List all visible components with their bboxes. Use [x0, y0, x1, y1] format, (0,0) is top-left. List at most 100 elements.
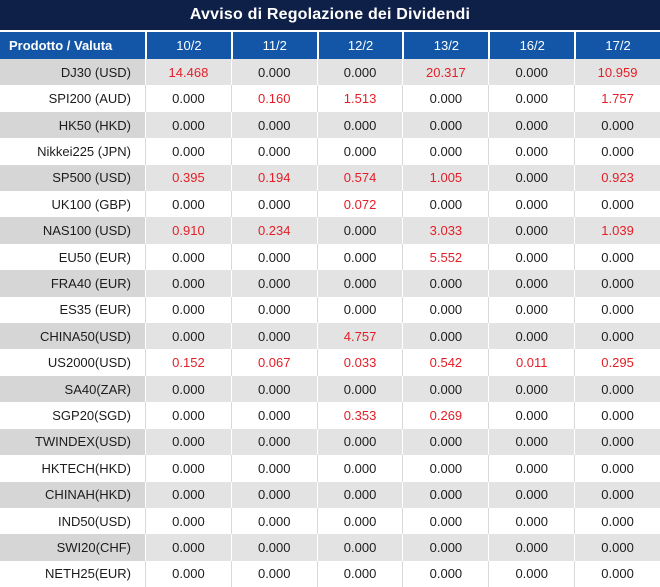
dividend-value-cell: 0.000 — [230, 243, 317, 271]
dividend-value-cell: 0.000 — [230, 111, 317, 139]
product-cell: HK50 (HKD) — [0, 111, 145, 139]
product-cell: SGP20(SGD) — [52, 407, 131, 423]
table-row: UK100 (GBP) 0.000 0.000 0.072 0.000 0.000 0.00… — [0, 191, 660, 218]
dividend-value-cell: 0.000 — [488, 534, 574, 561]
dividend-value-cell: 0.011 — [488, 349, 574, 376]
dividend-value-cell: 0.000 — [316, 59, 403, 86]
table-row: Nikkei225 (JPN) 0.000 0.000 0.000 0.000 0.000… — [0, 138, 660, 165]
dividend-value-cell: 0.000 — [316, 455, 403, 482]
dividend-value-cell: 0.000 — [316, 138, 403, 165]
dividend-value-cell: 0.000 — [230, 270, 317, 297]
product-cell: NAS100 (USD) — [0, 217, 145, 244]
dividend-value-cell: 0.000 — [402, 534, 488, 561]
dividend-value-cell: 0.000 — [145, 481, 231, 508]
product-cell: CHINAH(HKD) — [0, 481, 145, 508]
product-cell: SP500 (USD) — [0, 164, 145, 192]
dividend-value-cell: 0.000 — [488, 111, 574, 139]
dividend-value-cell: 0.000 — [402, 323, 488, 350]
dividend-value-cell: 0.000 — [574, 402, 660, 429]
dividend-value-cell: 0.000 — [230, 375, 317, 403]
dividend-value-cell: 0.395 — [145, 164, 231, 192]
dividend-value-cell: 0.000 — [574, 481, 660, 508]
dividend-value-cell: 0.000 — [488, 59, 574, 86]
dividend-value-cell: 0.269 — [402, 402, 488, 429]
dividend-value-cell: 0.000 — [145, 428, 231, 456]
dividend-value-cell: 0.000 — [574, 111, 660, 139]
dividend-value-cell: 0.000 — [230, 191, 317, 218]
dividend-value-cell: 0.000 — [574, 375, 660, 403]
dividend-value-cell: 0.000 — [402, 85, 488, 112]
table-row: HKTECH(HKD) 0.000 0.000 0.000 0.000 0.000 0.00… — [0, 455, 660, 482]
dividend-value-cell: 0.000 — [574, 560, 660, 587]
dividend-value-cell: 0.000 — [574, 323, 660, 350]
dividend-value-cell: 0.000 — [145, 375, 231, 403]
product-cell: Nikkei225 (JPN) — [37, 143, 131, 159]
dividend-value-cell: 0.000 — [402, 270, 488, 297]
table-body: DJ30 (USD) 14.468 0.000 0.000 20.317 0.000 10.… — [0, 59, 660, 587]
dividend-value-cell: 0.000 — [230, 534, 317, 561]
dividend-value-cell: 0.000 — [488, 507, 574, 535]
dividend-value-cell: 0.000 — [402, 560, 488, 587]
product-cell: EU50 (EUR) — [58, 249, 131, 265]
dividend-value-cell: 0.000 — [230, 296, 317, 324]
dividend-value-cell: 0.000 — [488, 323, 574, 350]
table-row: NAS100 (USD) 0.910 0.234 0.000 3.033 0.000 1.0… — [0, 217, 660, 244]
product-cell: HKTECH(HKD) — [41, 460, 131, 476]
dividend-value-cell: 0.000 — [316, 217, 403, 244]
dividend-value-cell: 3.033 — [402, 217, 488, 244]
dividend-value-cell: 0.000 — [402, 111, 488, 139]
dividend-value-cell: 1.039 — [574, 217, 660, 244]
dividend-value-cell: 0.000 — [402, 191, 488, 218]
dividend-value-cell: 0.000 — [574, 534, 660, 561]
dividend-value-cell: 0.000 — [488, 375, 574, 403]
table-row: TWINDEX(USD) 0.000 0.000 0.000 0.000 0.000 0.0… — [0, 428, 660, 456]
product-cell: IND50(USD) — [58, 513, 131, 529]
dividend-value-cell: 0.000 — [145, 243, 231, 271]
dividend-value-cell: 0.000 — [230, 323, 317, 350]
table-row: SA40(ZAR) 0.000 0.000 0.000 0.000 0.000 0.000 — [0, 375, 660, 403]
dividend-value-cell: 0.000 — [316, 270, 403, 297]
product-cell: DJ30 (USD) — [0, 59, 145, 86]
dividend-value-cell: 0.353 — [316, 402, 403, 429]
dividend-value-cell: 0.000 — [488, 270, 574, 297]
product-cell: ES35 (EUR) — [59, 302, 131, 318]
dividend-value-cell: 1.757 — [574, 85, 660, 112]
dividend-value-cell: 0.000 — [574, 243, 660, 271]
dividend-value-cell: 0.000 — [316, 375, 403, 403]
dividend-value-cell: 0.152 — [145, 349, 231, 376]
dividend-value-cell: 20.317 — [402, 59, 488, 86]
table-row: SGP20(SGD) 0.000 0.000 0.353 0.269 0.000 0.000 — [0, 402, 660, 429]
dividend-value-cell: 0.000 — [574, 138, 660, 165]
notice-title: Avviso di Regolazione dei Dividendi — [0, 0, 660, 32]
dividend-value-cell: 0.000 — [316, 481, 403, 508]
dividend-value-cell: 0.000 — [316, 560, 403, 587]
dividend-value-cell: 0.000 — [488, 455, 574, 482]
dividend-value-cell: 0.072 — [316, 191, 403, 218]
dividend-value-cell: 0.000 — [488, 402, 574, 429]
dividend-value-cell: 0.000 — [230, 481, 317, 508]
dividend-value-cell: 0.000 — [145, 560, 231, 587]
table-row: SWI20(CHF) 0.000 0.000 0.000 0.000 0.000 0.000 — [0, 534, 660, 561]
dividend-value-cell: 0.000 — [230, 428, 317, 456]
dividend-value-cell: 4.757 — [316, 323, 403, 350]
dividend-value-cell: 0.160 — [230, 85, 317, 112]
dividend-value-cell: 0.000 — [230, 59, 317, 86]
dividend-value-cell: 0.000 — [230, 402, 317, 429]
table-row: HK50 (HKD) 0.000 0.000 0.000 0.000 0.000 0.000 — [0, 111, 660, 139]
column-header-date: 17/2 — [574, 32, 660, 59]
dividend-value-cell: 0.000 — [488, 164, 574, 192]
product-cell: SWI20(CHF) — [0, 534, 145, 561]
column-header-product: Prodotto / Valuta — [9, 38, 113, 53]
dividend-value-cell: 0.000 — [488, 138, 574, 165]
dividend-value-cell: 0.000 — [402, 375, 488, 403]
dividend-value-cell: 0.000 — [145, 455, 231, 482]
dividend-value-cell: 0.000 — [488, 296, 574, 324]
product-cell: FRA40 (EUR) — [0, 270, 145, 297]
dividend-value-cell: 0.000 — [574, 296, 660, 324]
dividend-value-cell: 0.000 — [316, 507, 403, 535]
dividend-value-cell: 14.468 — [145, 59, 231, 86]
dividend-value-cell: 1.005 — [402, 164, 488, 192]
dividend-value-cell: 0.000 — [488, 481, 574, 508]
table-row: DJ30 (USD) 14.468 0.000 0.000 20.317 0.000 10.… — [0, 59, 660, 86]
